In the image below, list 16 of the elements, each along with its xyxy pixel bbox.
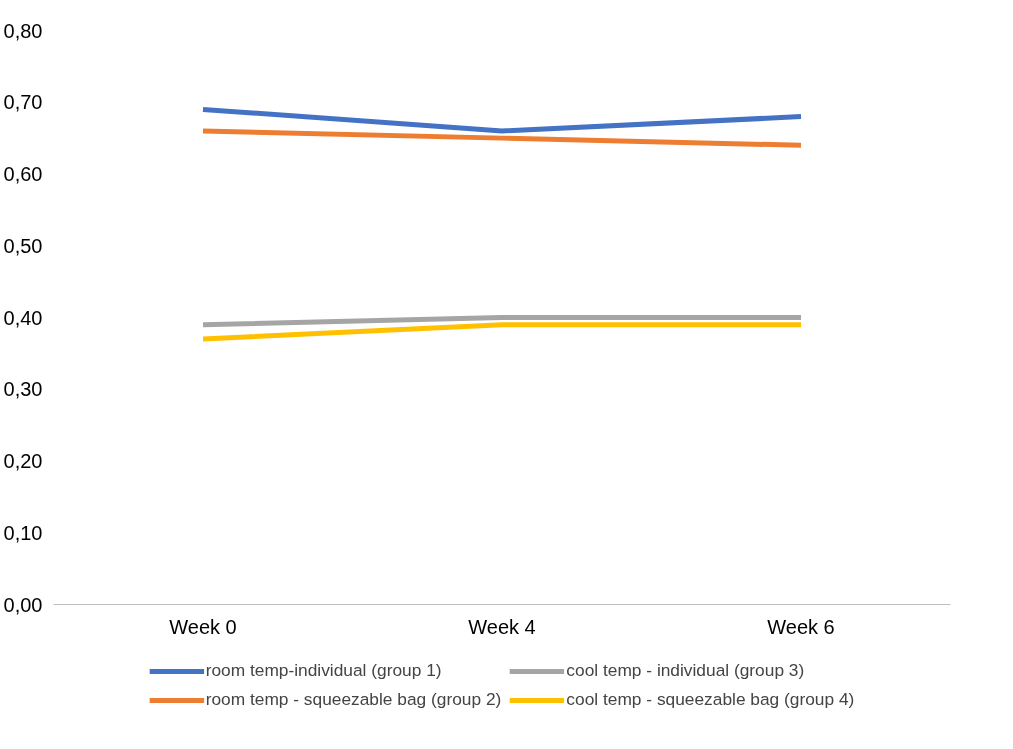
legend-label: room temp-individual (group 1) — [205, 660, 442, 681]
y-tick-label: 0,50 — [3, 234, 43, 257]
x-tick-label: Week 4 — [468, 615, 536, 638]
x-tick-label: Week 0 — [169, 615, 237, 638]
legend-label: cool temp - individual (group 3) — [566, 660, 805, 681]
y-tick-label: 0,70 — [3, 91, 43, 114]
y-tick-label: 0,00 — [3, 593, 43, 616]
legend-label: cool temp - squeezable bag (group 4) — [566, 689, 855, 710]
legend-label: room temp - squeezable bag (group 2) — [205, 689, 502, 710]
y-tick-label: 0,60 — [3, 163, 43, 185]
y-tick-label: 0,10 — [3, 521, 43, 544]
y-tick-label: 0,80 — [3, 19, 43, 42]
y-tick-label: 0,40 — [3, 306, 43, 329]
y-tick-label: 0,20 — [3, 450, 43, 472]
y-tick-label: 0,30 — [3, 378, 43, 401]
x-tick-label: Week 6 — [767, 615, 835, 638]
